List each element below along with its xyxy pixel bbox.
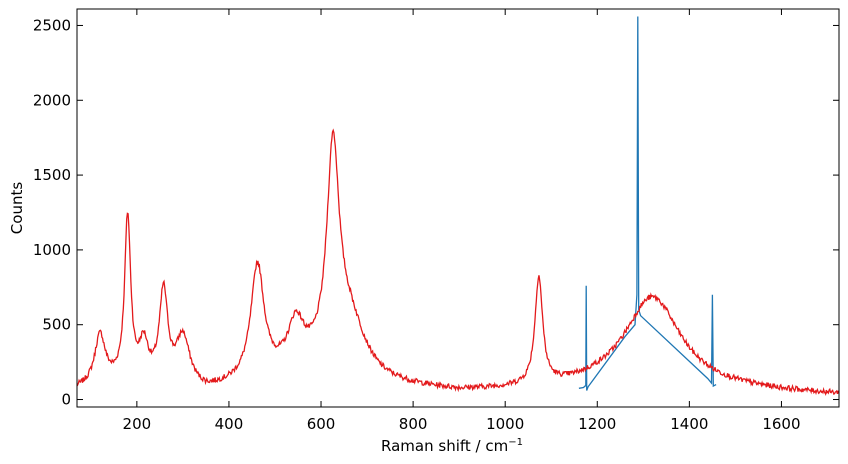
- y-tick-label: 1500: [33, 166, 71, 184]
- series-line-blue: [578, 16, 717, 391]
- y-tick-label: 2500: [33, 16, 71, 34]
- x-tick-label: 1600: [762, 415, 800, 433]
- y-tick-label: 500: [42, 316, 71, 334]
- x-tick-label: 800: [399, 415, 428, 433]
- x-axis-label: Raman shift / cm−1: [381, 437, 523, 455]
- x-tick-label: 1400: [670, 415, 708, 433]
- y-axis-ticks: 0 500 1000 1500 2000 2500: [33, 16, 839, 409]
- x-tick-label: 1200: [578, 415, 616, 433]
- y-axis-label: Counts: [8, 182, 26, 235]
- y-tick-label: 2000: [33, 91, 71, 109]
- x-tick-label: 200: [123, 415, 152, 433]
- x-axis-ticks: 200 400 600 800 1000 1200 1400 1600: [123, 9, 801, 433]
- x-tick-label: 1000: [486, 415, 524, 433]
- y-tick-label: 1000: [33, 241, 71, 259]
- x-tick-label: 400: [215, 415, 244, 433]
- x-tick-label: 600: [307, 415, 336, 433]
- plot-frame: [76, 8, 840, 408]
- series-line-red: [77, 128, 839, 397]
- plot-area: [77, 16, 839, 397]
- y-tick-label: 0: [61, 391, 71, 409]
